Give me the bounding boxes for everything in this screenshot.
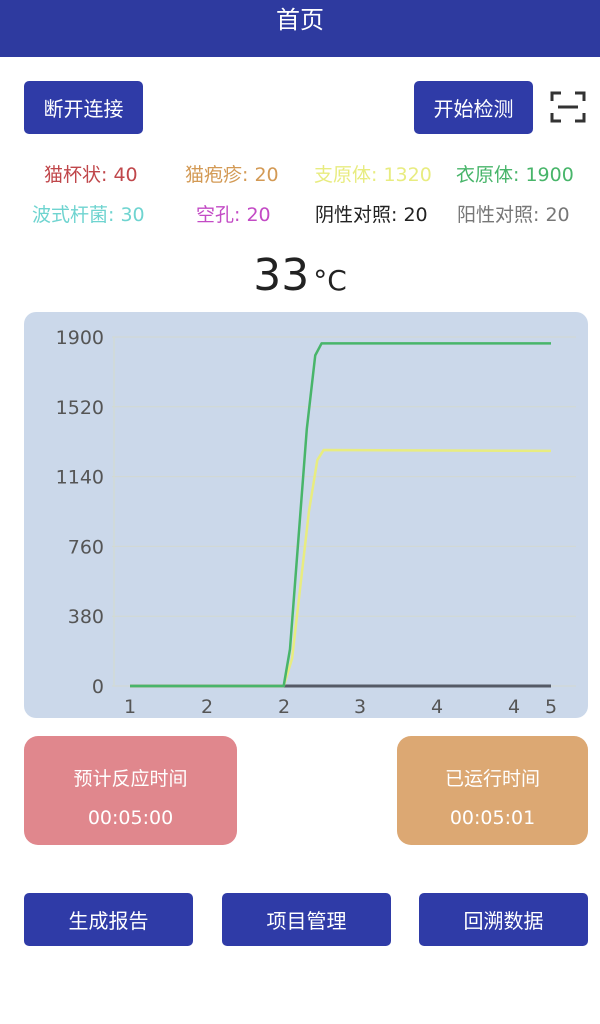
series-line [130,448,552,688]
y-tick-label: 1900 [56,327,104,349]
legend-item: 猫疱疹: 20 [185,164,279,186]
series-line [130,342,551,688]
estimated-time-value: 00:05:00 [87,807,174,829]
legend-item: 波式杆菌: 30 [32,204,145,226]
estimated-time-label: 预计反应时间 [73,768,188,790]
temperature-value: 33 [253,250,310,301]
temperature-unit: °C [313,264,347,297]
legend-item: 阳性对照: 20 [457,204,570,226]
legend-item: 猫杯状: 40 [44,164,138,186]
project-management-button[interactable]: 项目管理 [222,893,391,946]
start-detection-button[interactable]: 开始检测 [414,81,533,134]
legend-item: 支原体: 1320 [314,164,432,186]
legend-item: 衣原体: 1900 [456,164,574,186]
y-tick-label: 380 [68,606,104,628]
chart-panel: 0 380 760 1140 1520 1900 1 2 2 3 4 4 5 [24,312,588,718]
scan-icon[interactable] [550,90,586,124]
legend-item: 阴性对照: 20 [315,204,428,226]
x-tick-label: 1 [124,696,136,718]
x-tick-label: 4 [431,696,443,718]
x-tick-label: 3 [354,696,366,718]
x-tick-label: 5 [545,696,557,718]
x-tick-label: 2 [201,696,213,718]
elapsed-time-card: 已运行时间 00:05:01 [397,736,588,845]
y-tick-label: 1140 [56,467,104,489]
y-tick-label: 1520 [56,397,104,419]
history-data-button[interactable]: 回溯数据 [419,893,588,946]
elapsed-time-value: 00:05:01 [449,807,536,829]
x-tick-label: 2 [278,696,290,718]
page-title: 首页 [276,6,324,34]
y-tick-label: 760 [68,536,104,558]
legend-item: 空孔: 20 [196,204,271,226]
y-tick-label: 0 [92,676,104,698]
line-chart: 0 380 760 1140 1520 1900 1 2 2 3 4 4 5 [56,327,576,718]
generate-report-button[interactable]: 生成报告 [24,893,193,946]
temperature-display: 33 °C [0,250,600,301]
elapsed-time-label: 已运行时间 [444,768,540,790]
x-tick-label: 4 [508,696,520,718]
disconnect-button[interactable]: 断开连接 [24,81,143,134]
header-bar: 首页 [0,0,600,57]
estimated-time-card: 预计反应时间 00:05:00 [24,736,237,845]
